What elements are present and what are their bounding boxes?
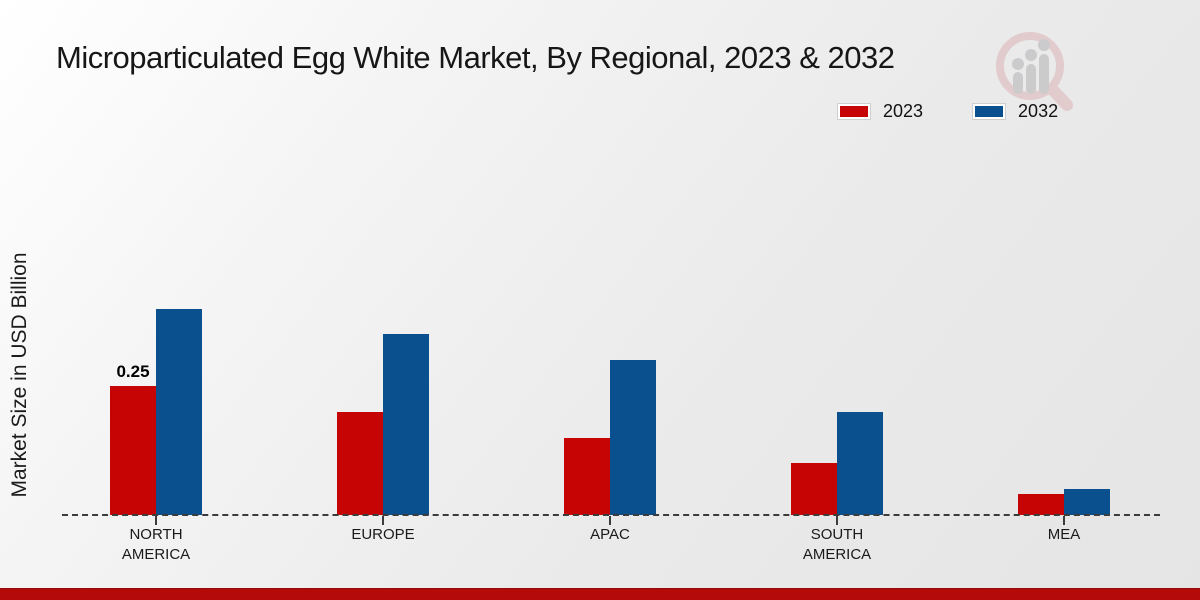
x-axis-tick [155,516,157,525]
y-axis-label: Market Size in USD Billion [8,252,31,498]
x-axis-tick [382,516,384,525]
legend-item-2023: 2023 [837,101,924,122]
bar-2032-europe [383,334,429,515]
category-label: APAC [590,526,630,543]
category-label: MEA [1047,526,1081,543]
x-axis-tick [609,516,611,525]
bar-2023-north-america [110,386,156,515]
x-axis-tick [836,516,838,525]
bottom-accent-bar [0,588,1200,600]
legend: 2023 2032 [837,101,1059,122]
bar-2023-mea [1018,494,1064,515]
x-axis-tick [1063,516,1065,525]
magnifier-bar-chart-watermark-icon [996,32,1073,111]
category-label: EUROPE [351,526,415,543]
bar-2032-mea [1064,489,1110,515]
category-label: SOUTH AMERICA [802,526,872,563]
bar-2032-north-america [156,309,202,515]
legend-swatch-2032-icon [972,103,1007,120]
page-title: Microparticulated Egg White Market, By R… [56,40,895,75]
bar-2023-south-america [791,463,837,515]
legend-item-2032: 2032 [972,101,1059,122]
bar-2032-south-america [837,412,883,515]
legend-swatch-2023-icon [837,103,871,120]
bar-value-label: 0.25 [116,362,150,381]
bar-2023-europe [337,412,383,515]
x-axis-line [62,514,1160,516]
legend-label-2032: 2032 [1018,101,1059,121]
bar-2032-apac [610,360,656,515]
bar-2023-apac [564,438,610,515]
category-label: NORTH AMERICA [121,526,191,563]
legend-label-2023: 2023 [883,101,924,121]
